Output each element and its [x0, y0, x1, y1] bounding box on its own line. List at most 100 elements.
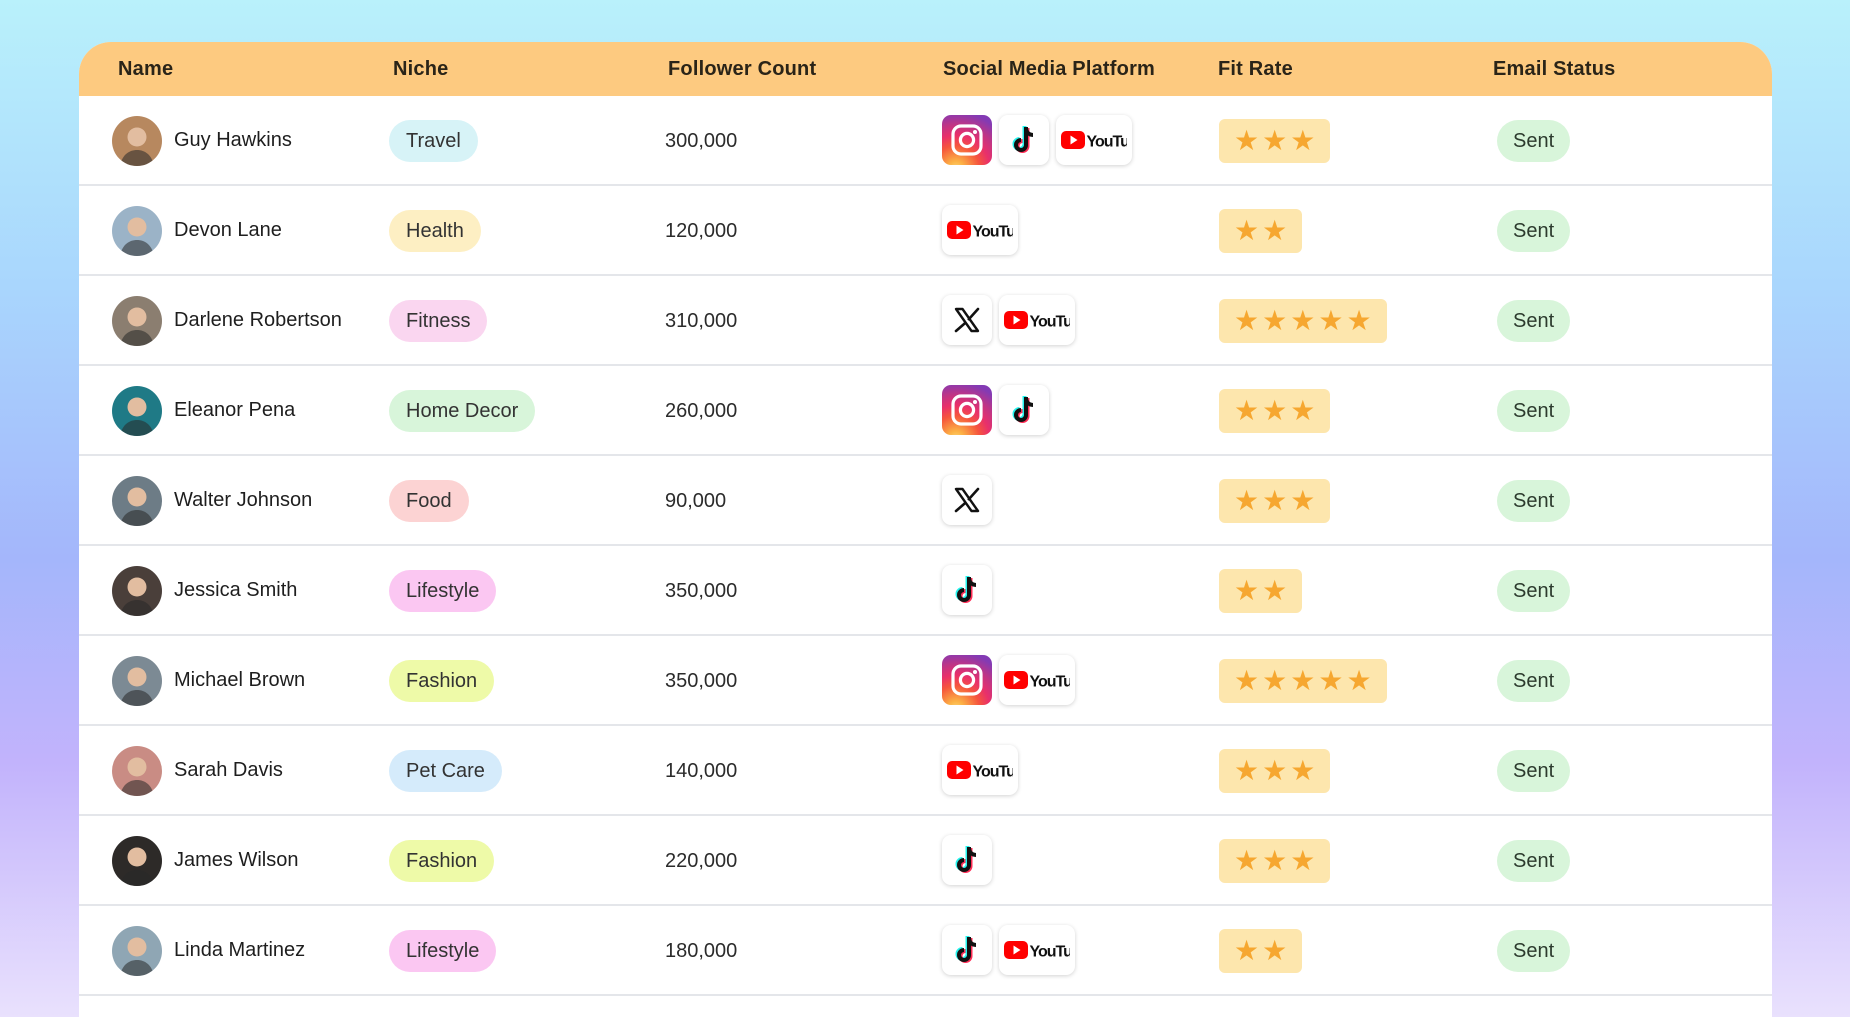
- youtube-icon[interactable]: YouTube: [942, 205, 1018, 255]
- follower-count: 220,000: [665, 850, 738, 872]
- star-icon: ★: [1262, 844, 1288, 877]
- column-header-niche[interactable]: Niche: [393, 58, 449, 80]
- star-icon: ★: [1262, 304, 1288, 337]
- column-header-follower-count[interactable]: Follower Count: [668, 58, 817, 80]
- avatar: [112, 296, 162, 346]
- avatar: [112, 656, 162, 706]
- star-icon: ★: [1318, 664, 1344, 697]
- platform-list: [942, 475, 992, 527]
- star-icon: ★: [1262, 574, 1288, 607]
- niche-badge: Fashion: [389, 660, 495, 702]
- table-row[interactable]: Darlene RobertsonFitness310,000YouTube★★…: [79, 276, 1772, 366]
- star-icon: ★: [1234, 754, 1260, 787]
- youtube-icon[interactable]: YouTube: [942, 745, 1018, 795]
- table-row[interactable]: Jessica Smith Lifestyle 350,000 ★ ★ Sent: [79, 546, 1772, 636]
- instagram-icon[interactable]: [942, 115, 992, 165]
- star-icon: ★: [1318, 304, 1344, 337]
- table-row[interactable]: Walter Johnson Food 90,000 ★ ★ ★ Sent: [79, 456, 1772, 546]
- star-icon: ★: [1290, 754, 1316, 787]
- star-icon: ★: [1234, 304, 1260, 337]
- column-header-email-status[interactable]: Email Status: [1493, 58, 1616, 80]
- star-icon: ★: [1290, 844, 1316, 877]
- platform-list: YouTube: [942, 115, 1132, 167]
- follower-count: 120,000: [665, 220, 738, 242]
- youtube-icon[interactable]: YouTube: [999, 925, 1075, 975]
- follower-count: 350,000: [665, 670, 738, 692]
- column-header-social-media-platform[interactable]: Social Media Platform: [943, 58, 1156, 80]
- niche-badge: Fashion: [389, 840, 495, 882]
- platform-list: YouTube: [942, 655, 1075, 707]
- svg-text:YouTube: YouTube: [973, 764, 1014, 781]
- influencer-name: Devon Lane: [174, 219, 282, 241]
- table-body: Guy HawkinsTravel300,000YouTube★★★SentDe…: [79, 96, 1772, 996]
- avatar: [112, 206, 162, 256]
- instagram-icon[interactable]: [942, 655, 992, 705]
- x-icon[interactable]: [942, 475, 992, 525]
- follower-count: 260,000: [665, 400, 738, 422]
- niche-badge: Health: [389, 210, 481, 252]
- follower-count: 310,000: [665, 310, 738, 332]
- svg-text:YouTube: YouTube: [1030, 944, 1071, 961]
- influencer-table: Name Niche Follower Count Social Media P…: [79, 42, 1772, 1017]
- fit-rate-stars: ★ ★ ★ ★ ★: [1219, 299, 1387, 343]
- instagram-icon[interactable]: [942, 385, 992, 435]
- niche-badge: Fitness: [389, 300, 488, 342]
- influencer-name: Sarah Davis: [174, 759, 283, 781]
- influencer-name: Eleanor Pena: [174, 399, 296, 421]
- tiktok-icon[interactable]: [999, 385, 1049, 435]
- niche-badge: Lifestyle: [389, 930, 497, 972]
- email-status-badge: Sent: [1497, 480, 1571, 522]
- influencer-name: Guy Hawkins: [174, 129, 292, 151]
- table-row[interactable]: Michael BrownFashion350,000YouTube★★★★★S…: [79, 636, 1772, 726]
- star-icon: ★: [1290, 664, 1316, 697]
- table-row[interactable]: James Wilson Fashion 220,000 ★ ★ ★ Sent: [79, 816, 1772, 906]
- table-row[interactable]: Linda Martinez Lifestyle 180,000 YouTube ★★ S…: [79, 906, 1772, 996]
- avatar: [112, 836, 162, 886]
- tiktok-icon[interactable]: [999, 115, 1049, 165]
- youtube-icon[interactable]: YouTube: [1056, 115, 1132, 165]
- email-status-badge: Sent: [1497, 300, 1571, 342]
- table-row[interactable]: Devon Lane Health 120,000 YouTube ★★ Sent: [79, 186, 1772, 276]
- youtube-icon[interactable]: YouTube: [999, 295, 1075, 345]
- tiktok-icon[interactable]: [942, 565, 992, 615]
- svg-text:YouTube: YouTube: [1030, 674, 1071, 691]
- star-icon: ★: [1262, 934, 1288, 967]
- star-icon: ★: [1290, 484, 1316, 517]
- x-icon[interactable]: [942, 295, 992, 345]
- follower-count: 300,000: [665, 130, 738, 152]
- avatar: [112, 746, 162, 796]
- fit-rate-stars: ★ ★ ★: [1219, 119, 1331, 163]
- avatar: [112, 926, 162, 976]
- platform-list: [942, 565, 992, 617]
- niche-badge: Travel: [389, 120, 478, 162]
- avatar: [112, 116, 162, 166]
- star-icon: ★: [1234, 934, 1260, 967]
- influencer-name: Linda Martinez: [174, 939, 306, 961]
- column-header-name[interactable]: Name: [118, 58, 174, 80]
- email-status-badge: Sent: [1497, 840, 1571, 882]
- avatar: [112, 566, 162, 616]
- niche-badge: Pet Care: [389, 750, 502, 792]
- influencer-name: Jessica Smith: [174, 579, 298, 601]
- star-icon: ★: [1262, 484, 1288, 517]
- star-icon: ★: [1346, 304, 1372, 337]
- youtube-icon[interactable]: YouTube: [999, 655, 1075, 705]
- platform-list: YouTube: [942, 745, 1018, 797]
- avatar: [112, 386, 162, 436]
- email-status-badge: Sent: [1497, 660, 1571, 702]
- niche-badge: Lifestyle: [389, 570, 497, 612]
- column-header-fit-rate[interactable]: Fit Rate: [1218, 58, 1293, 80]
- niche-badge: Home Decor: [389, 390, 536, 432]
- email-status-badge: Sent: [1497, 930, 1571, 972]
- follower-count: 90,000: [665, 490, 727, 512]
- tiktok-icon[interactable]: [942, 925, 992, 975]
- follower-count: 140,000: [665, 760, 738, 782]
- avatar: [112, 476, 162, 526]
- star-icon: ★: [1262, 124, 1288, 157]
- follower-count: 350,000: [665, 580, 738, 602]
- tiktok-icon[interactable]: [942, 835, 992, 885]
- star-icon: ★: [1262, 394, 1288, 427]
- table-row[interactable]: Eleanor Pena Home Decor 260,000 ★ ★ ★ Sent: [79, 366, 1772, 456]
